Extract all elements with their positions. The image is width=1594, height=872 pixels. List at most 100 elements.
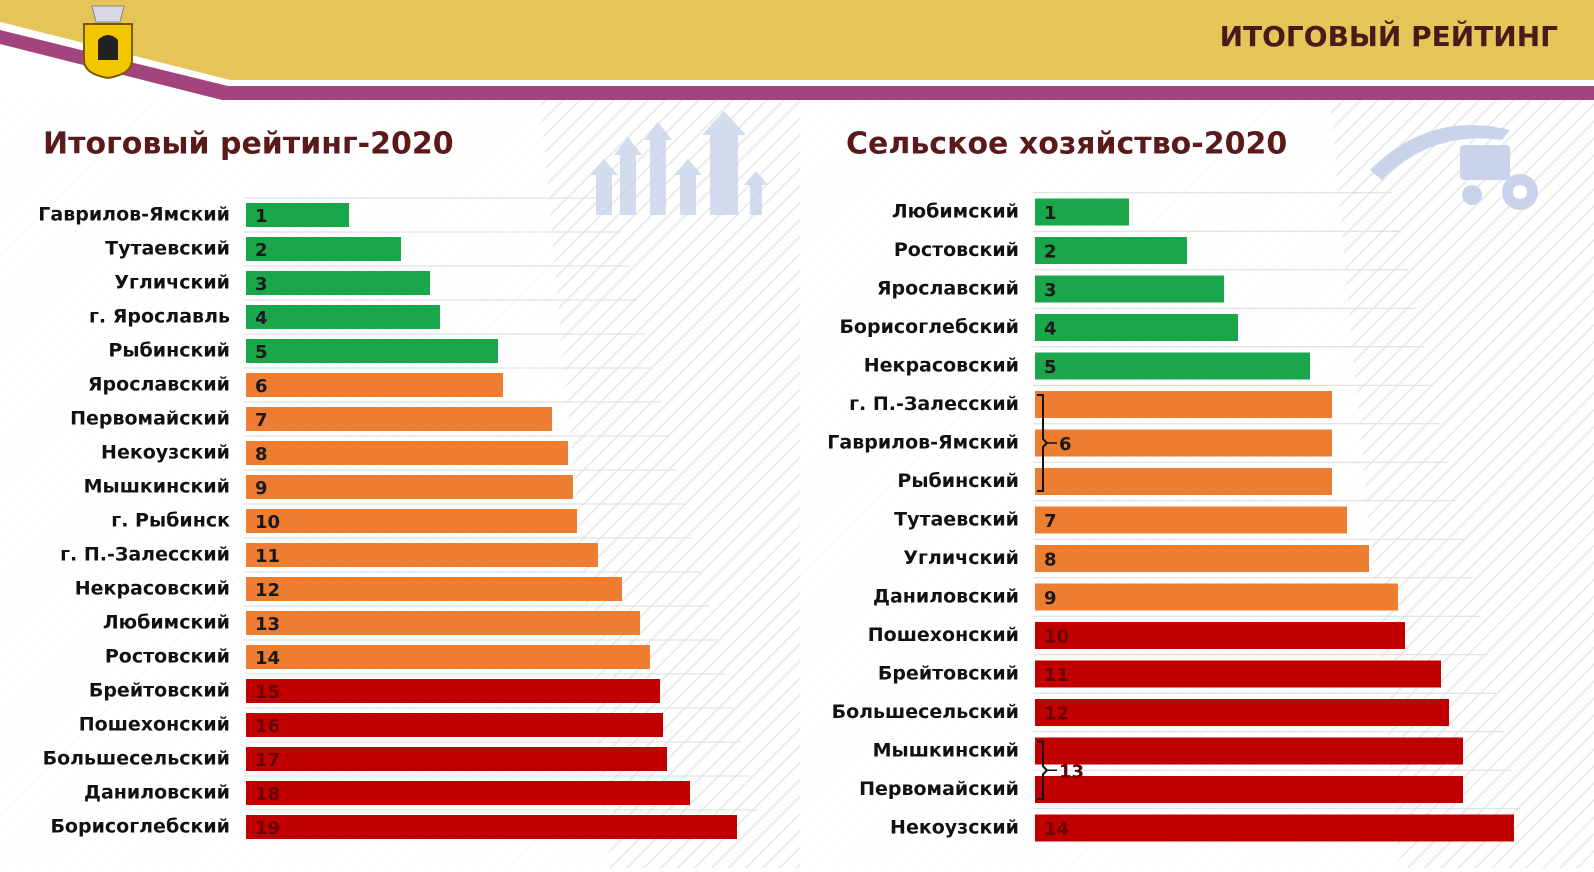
rank-label: 11 xyxy=(255,546,280,567)
bar xyxy=(1035,737,1463,765)
rank-label: 7 xyxy=(255,410,268,431)
category-label: г. Ярославль xyxy=(89,306,230,328)
arrows-icon xyxy=(590,111,768,215)
category-label: Гаврилов-Ямский xyxy=(38,204,230,226)
bar xyxy=(1035,814,1514,842)
bar xyxy=(1035,391,1332,418)
header-band xyxy=(0,0,1594,80)
category-label: Некоузский xyxy=(101,442,230,464)
rank-label: 14 xyxy=(255,648,280,669)
bar xyxy=(246,339,498,363)
bar xyxy=(246,645,650,669)
category-label: Пошехонский xyxy=(79,714,230,736)
bar xyxy=(246,713,663,737)
rank-label: 2 xyxy=(1044,242,1057,263)
rank-label: 10 xyxy=(255,512,280,533)
rank-label: 9 xyxy=(1044,588,1057,609)
bar xyxy=(246,679,660,703)
category-label: г. Рыбинск xyxy=(111,510,230,532)
rank-label: 12 xyxy=(255,580,280,601)
bar xyxy=(1035,275,1224,303)
rank-label: 8 xyxy=(1044,550,1057,571)
category-label: Пошехонский xyxy=(868,624,1019,646)
category-label: Ярославский xyxy=(877,278,1019,300)
rank-label: 8 xyxy=(255,444,268,465)
category-label: Любимский xyxy=(103,612,230,634)
category-label: Некоузский xyxy=(890,817,1019,839)
bar xyxy=(246,543,598,567)
rank-label: 6 xyxy=(255,376,268,397)
header-title: ИТОГОВЫЙ РЕЙТИНГ xyxy=(1220,19,1559,53)
header-stripe xyxy=(0,30,1594,100)
category-label: г. П.-Залесский xyxy=(60,544,230,566)
logo xyxy=(83,5,133,80)
rank-label: 2 xyxy=(255,240,268,261)
category-label: Мышкинский xyxy=(84,476,230,498)
rank-label: 5 xyxy=(255,342,268,363)
category-label: Мышкинский xyxy=(873,740,1019,762)
category-label: г. П.-Залесский xyxy=(849,393,1019,415)
rank-label: 5 xyxy=(1044,357,1057,378)
category-label: Угличский xyxy=(903,547,1019,569)
bar xyxy=(246,509,577,533)
category-label: Первомайский xyxy=(70,408,230,430)
category-label: Рыбинский xyxy=(108,340,230,362)
rank-label: 1 xyxy=(255,206,268,227)
bar xyxy=(246,237,401,261)
category-label: Большесельский xyxy=(832,701,1019,723)
category-label: Даниловский xyxy=(84,782,230,804)
rank-label: 13 xyxy=(255,614,280,635)
rank-label: 9 xyxy=(255,478,268,499)
category-label: Любимский xyxy=(892,201,1019,223)
rank-label: 10 xyxy=(1044,627,1069,648)
bar xyxy=(246,475,573,499)
bar xyxy=(1035,776,1463,803)
bar xyxy=(1035,622,1405,649)
bar xyxy=(1035,198,1129,226)
bar xyxy=(1035,352,1310,380)
rank-label: 16 xyxy=(255,716,280,737)
bar xyxy=(246,815,737,839)
bar xyxy=(1035,545,1369,572)
category-label: Угличский xyxy=(114,272,230,294)
rank-label: 4 xyxy=(255,308,268,329)
rank-label: 4 xyxy=(1044,319,1057,340)
category-label: Первомайский xyxy=(859,778,1019,800)
category-label: Ростовский xyxy=(105,646,230,668)
bar xyxy=(246,271,430,295)
bar xyxy=(246,441,568,465)
bar xyxy=(246,203,349,227)
rank-label: 19 xyxy=(255,818,280,839)
bar xyxy=(1035,237,1187,264)
rank-label: 15 xyxy=(255,682,280,703)
rank-label: 6 xyxy=(1059,434,1072,455)
bar xyxy=(1035,583,1398,611)
bar xyxy=(246,611,640,635)
category-label: Борисоглебский xyxy=(839,316,1019,338)
rank-label: 14 xyxy=(1044,819,1069,840)
category-label: Брейтовский xyxy=(878,663,1019,685)
category-label: Большесельский xyxy=(43,748,230,770)
bar xyxy=(1035,699,1449,726)
rank-label: 12 xyxy=(1044,704,1069,725)
chart-title: Итоговый рейтинг-2020 xyxy=(43,127,454,162)
rank-label: 11 xyxy=(1044,665,1069,686)
category-label: Рыбинский xyxy=(897,470,1019,492)
chart-title: Сельское хозяйство-2020 xyxy=(846,127,1287,162)
bar xyxy=(246,407,552,431)
bar xyxy=(1035,506,1347,534)
category-label: Борисоглебский xyxy=(50,816,230,838)
bar xyxy=(246,781,690,805)
category-label: Тутаевский xyxy=(894,509,1019,531)
rank-label: 1 xyxy=(1044,203,1057,224)
bar xyxy=(1035,429,1332,457)
bar xyxy=(246,305,440,329)
category-label: Ярославский xyxy=(88,374,230,396)
rank-label: 3 xyxy=(255,274,268,295)
bar xyxy=(246,577,622,601)
rank-label: 7 xyxy=(1044,511,1057,532)
rank-label: 17 xyxy=(255,750,280,771)
category-label: Гаврилов-Ямский xyxy=(827,432,1019,454)
bar xyxy=(1035,468,1332,495)
